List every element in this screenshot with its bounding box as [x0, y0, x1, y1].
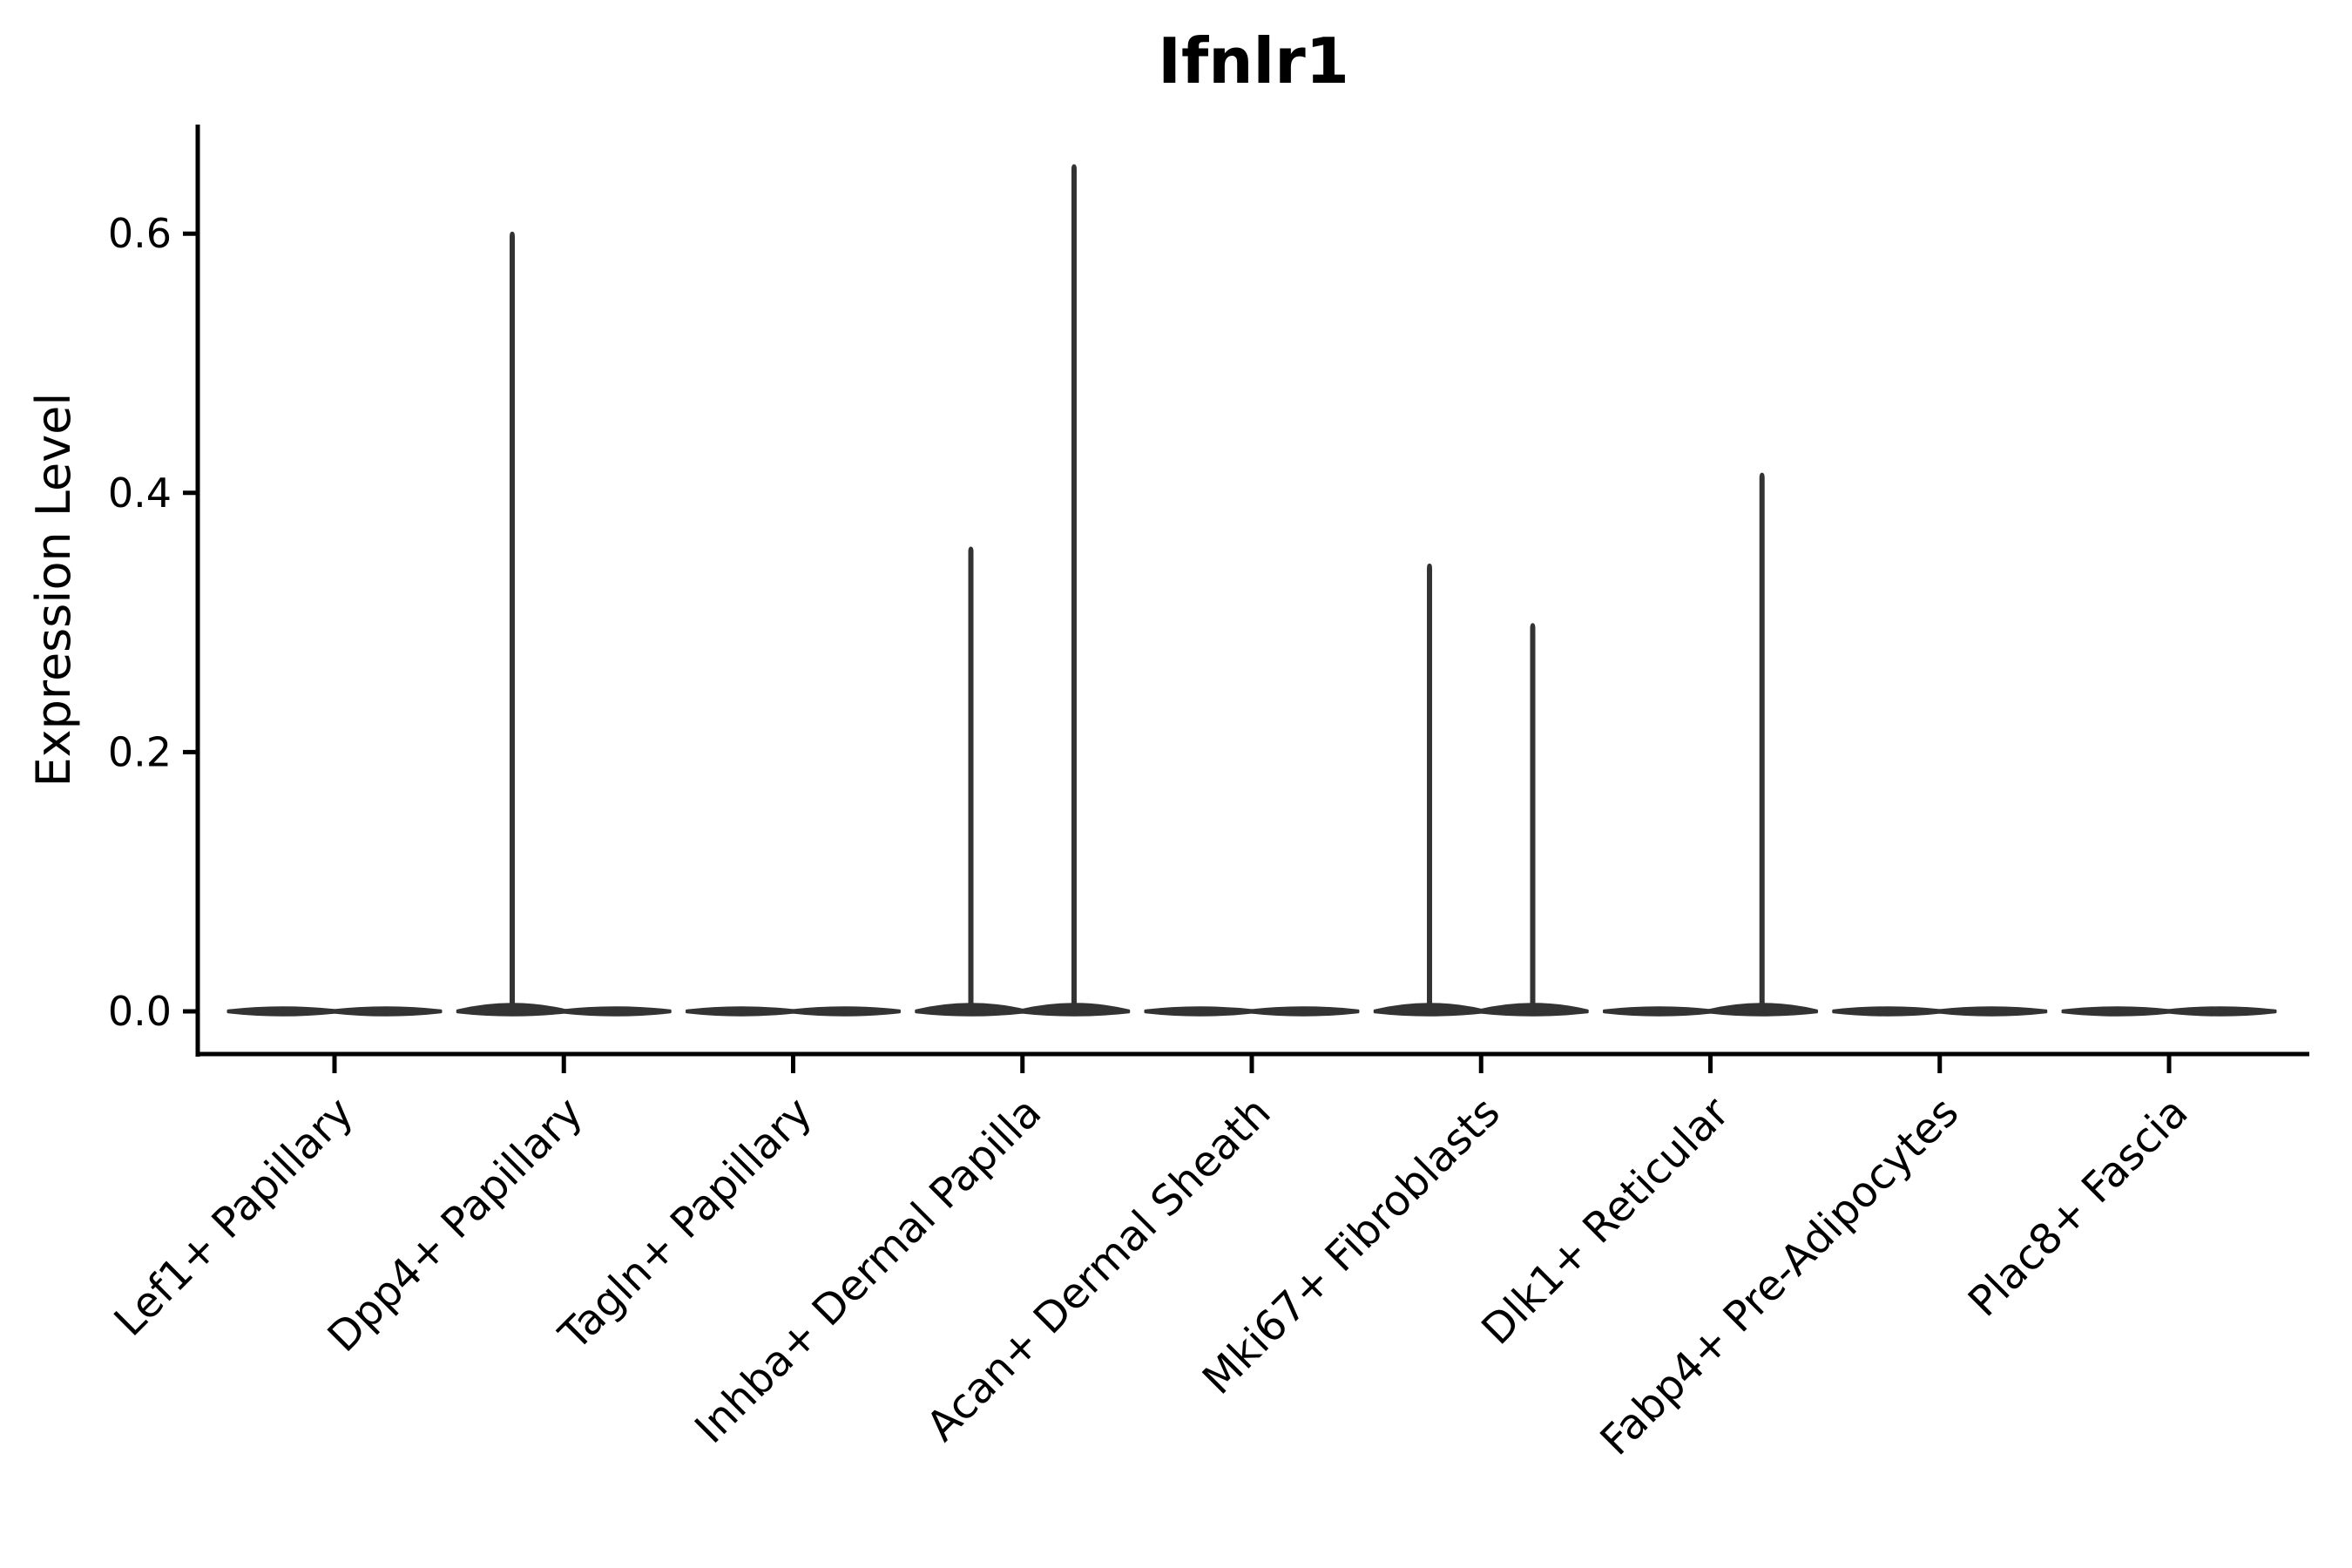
violin-spike	[510, 231, 516, 1012]
violin-body	[1832, 1006, 1944, 1017]
violin-body	[788, 1006, 901, 1017]
violin-body	[1935, 1006, 2048, 1017]
violin-body	[1603, 1006, 1715, 1017]
x-tick-label: Dpp4+ Papillary	[319, 1088, 592, 1362]
y-tick-label: 0.2	[108, 728, 172, 775]
y-tick-label: 0.4	[108, 470, 172, 517]
violin-body	[1144, 1006, 1257, 1017]
violin-spike	[968, 546, 974, 1012]
x-tick-label: Plac8+ Fascia	[1959, 1088, 2198, 1327]
violin-body	[559, 1006, 672, 1017]
x-tick-label: Lef1+ Papillary	[105, 1088, 363, 1346]
violin-spike	[1530, 623, 1536, 1012]
y-tick-label: 0.6	[108, 210, 172, 257]
y-tick-label: 0.0	[108, 988, 172, 1035]
violin-body	[329, 1006, 443, 1017]
violin-spike	[1071, 164, 1077, 1012]
violin-body	[686, 1006, 798, 1017]
violin-spike	[1427, 563, 1433, 1012]
chart-title: Ifnlr1	[1158, 24, 1349, 98]
violin-body	[2061, 1006, 2174, 1017]
x-tick-label: Dlk1+ Reticular	[1472, 1088, 1739, 1355]
x-tick-label: Tagln+ Papillary	[550, 1088, 821, 1360]
violin-body	[2164, 1006, 2277, 1017]
violin-spike	[1759, 472, 1765, 1012]
violin-body	[226, 1006, 340, 1017]
violin-body	[1247, 1006, 1360, 1017]
